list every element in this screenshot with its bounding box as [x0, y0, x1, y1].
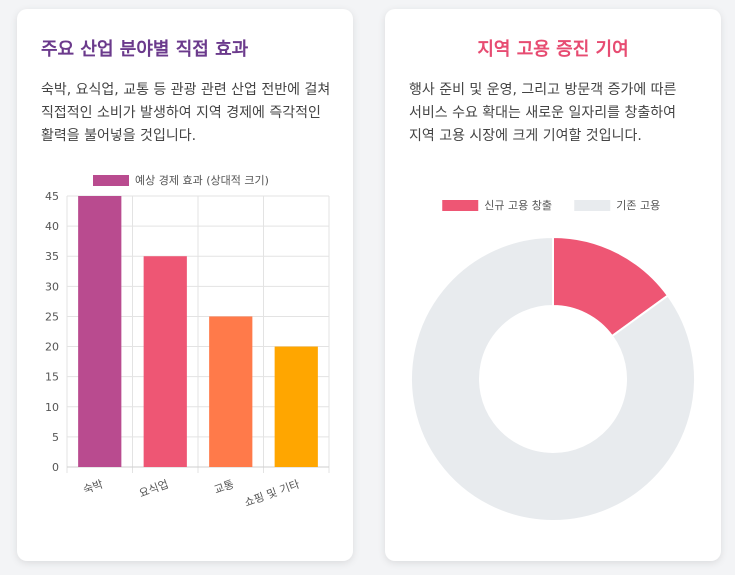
bar-chart: 예상 경제 효과 (상대적 크기) 0 5 10 15 20 25 30 35 40 45 숙박 요식업… — [45, 174, 330, 510]
doughnut-chart: 신규 고용 창출 기존 고용 — [410, 199, 696, 522]
y-tick-label: 25 — [45, 310, 59, 323]
economic-effect-description: 숙박, 요식업, 교통 등 관광 관련 산업 전반에 걸쳐 직접적인 소비가 발… — [41, 82, 331, 144]
y-tick-label: 20 — [45, 341, 59, 354]
y-tick-label: 35 — [45, 250, 59, 263]
doughnut-slice — [410, 235, 696, 522]
legend-swatch — [93, 175, 129, 186]
employment-title: 지역 고용 증진 기여 — [477, 39, 629, 60]
legend-label: 기존 고용 — [616, 199, 660, 212]
y-tick-label: 10 — [45, 401, 59, 414]
economic-effect-title: 주요 산업 분야별 직접 효과 — [41, 39, 249, 60]
legend-label: 예상 경제 효과 (상대적 크기) — [135, 174, 269, 187]
bar — [78, 196, 122, 467]
y-tick-label: 0 — [52, 461, 59, 474]
legend-label: 신규 고용 창출 — [484, 199, 552, 212]
y-tick-label: 30 — [45, 280, 59, 293]
x-tick-label: 쇼핑 및 기타 — [243, 478, 302, 510]
y-tick-label: 40 — [45, 220, 59, 233]
bar — [209, 316, 253, 467]
x-tick-label: 숙박 — [81, 478, 104, 497]
employment-description: 행사 준비 및 운영, 그리고 방문객 증가에 따른 서비스 수요 확대는 새로… — [409, 82, 677, 144]
bar — [274, 346, 318, 467]
x-tick-label: 요식업 — [137, 478, 170, 501]
y-tick-label: 45 — [45, 190, 59, 203]
economic-effect-card: 주요 산업 분야별 직접 효과 숙박, 요식업, 교통 등 관광 관련 산업 전… — [17, 9, 353, 561]
y-tick-label: 5 — [52, 431, 59, 444]
employment-card: 지역 고용 증진 기여 행사 준비 및 운영, 그리고 방문객 증가에 따른 서… — [385, 9, 721, 561]
x-tick-label: 교통 — [212, 478, 235, 497]
y-tick-label: 15 — [45, 371, 59, 384]
legend-swatch — [574, 200, 611, 211]
bar — [143, 256, 187, 467]
legend-swatch — [442, 200, 479, 211]
